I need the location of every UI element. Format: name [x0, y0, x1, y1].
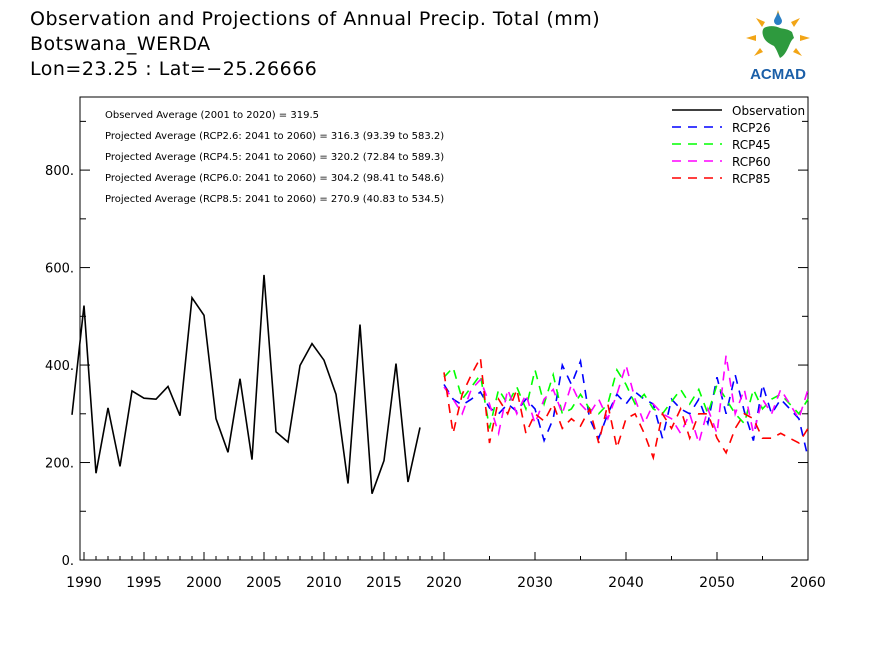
y-tick-label: 400. [45, 359, 74, 374]
x-tick-label: 2010 [306, 575, 342, 591]
series-line-rcp26 [443, 358, 809, 458]
africa-icon [762, 26, 794, 58]
legend-label: Observation [732, 104, 805, 118]
x-tick-label: 2015 [366, 575, 402, 591]
y-tick-label: 600. [45, 262, 74, 277]
acmad-africa-logo: ACMAD [746, 10, 810, 83]
y-tick-label: 800. [45, 164, 74, 179]
x-tick-label: 2000 [186, 575, 222, 591]
series-line-rcp85 [443, 355, 809, 461]
x-tick-label: 2005 [246, 575, 282, 591]
station-name: Botswana_WERDA [30, 33, 211, 55]
drop-icon [774, 12, 782, 25]
y-tick-label: 0. [62, 554, 74, 569]
legend-label: RCP85 [732, 172, 771, 186]
x-tick-label: 2020 [426, 575, 462, 591]
x-tick-label: 2040 [608, 575, 644, 591]
legend-label: RCP60 [732, 155, 771, 169]
acmad-logo-text: ACMAD [750, 66, 806, 83]
annotation-text: Projected Average (RCP4.5: 2041 to 2060)… [105, 152, 444, 163]
annotation-text: Projected Average (RCP2.6: 2041 to 2060)… [105, 131, 444, 142]
series-line-observation [71, 274, 421, 494]
station-coordinates: Lon=23.25 : Lat=−25.26666 [30, 58, 318, 80]
annotation-text: Observed Average (2001 to 2020) = 319.5 [105, 110, 319, 121]
series-line-rcp45 [443, 365, 809, 429]
x-tick-label: 1990 [66, 575, 102, 591]
legend-label: RCP45 [732, 138, 771, 152]
annotation-text: Projected Average (RCP6.0: 2041 to 2060)… [105, 173, 444, 184]
x-tick-label: 2060 [790, 575, 826, 591]
annotation-text: Projected Average (RCP8.5: 2041 to 2060)… [105, 194, 444, 205]
y-tick-label: 200. [45, 457, 74, 472]
x-tick-label: 1995 [126, 575, 162, 591]
x-tick-label: 2030 [517, 575, 553, 591]
chart-title: Observation and Projections of Annual Pr… [30, 8, 601, 30]
legend-label: RCP26 [732, 121, 771, 135]
x-tick-label: 2050 [699, 575, 735, 591]
